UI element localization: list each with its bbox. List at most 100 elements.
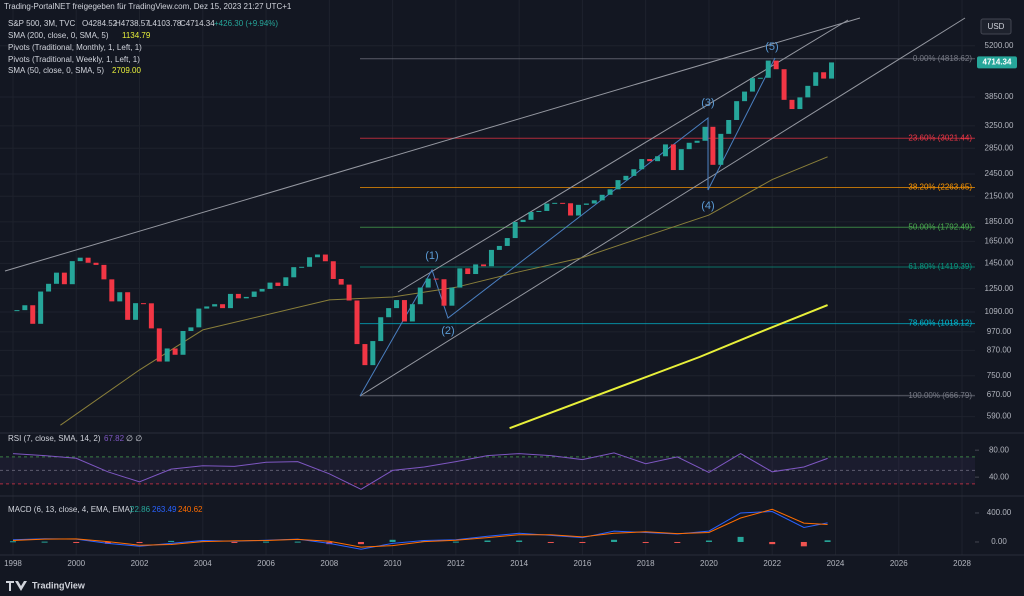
candle xyxy=(449,287,455,306)
histogram-bar xyxy=(294,541,301,543)
histogram-bar xyxy=(769,541,776,545)
y-tick-label: 5200.00 xyxy=(985,41,1014,50)
candle xyxy=(354,300,360,345)
histogram-bar xyxy=(800,541,807,547)
candle xyxy=(481,264,487,267)
candle xyxy=(85,257,91,263)
candle xyxy=(417,287,423,305)
candle xyxy=(670,144,676,171)
candle xyxy=(591,200,597,204)
candle xyxy=(552,202,558,204)
brand-logo[interactable] xyxy=(6,581,27,591)
symbol: S&P 500, 3M, TVC xyxy=(8,19,76,28)
brand[interactable]: TradingView xyxy=(32,580,86,590)
candle xyxy=(386,308,392,318)
candle xyxy=(568,203,574,216)
y-tick-label: 3250.00 xyxy=(985,121,1014,130)
candle xyxy=(220,304,226,309)
wave-label: (2) xyxy=(441,325,454,337)
candle xyxy=(560,202,566,204)
candle xyxy=(607,189,613,195)
histogram-bar xyxy=(231,541,238,543)
price-axis xyxy=(975,0,1024,574)
candle xyxy=(520,219,526,223)
y-tick-label: 400.00 xyxy=(987,508,1012,517)
x-tick-label: 2010 xyxy=(384,559,402,568)
candle xyxy=(710,126,716,165)
candle xyxy=(639,159,645,170)
x-tick-label: 2014 xyxy=(510,559,528,568)
indicator-name: Pivots (Traditional, Monthly, 1, Left, 1… xyxy=(8,43,142,52)
histogram-bar xyxy=(452,541,459,543)
wave-labels: (1) (2) (3) (4) (5) xyxy=(425,41,778,337)
candle xyxy=(53,272,59,284)
candle xyxy=(694,140,700,143)
candle xyxy=(789,99,795,110)
candle xyxy=(631,169,637,176)
candle xyxy=(14,310,20,312)
candle xyxy=(512,222,518,239)
candle xyxy=(544,203,550,211)
histogram-bar xyxy=(389,539,396,542)
candle xyxy=(370,341,376,366)
y-tick-label: 590.00 xyxy=(987,412,1012,421)
wave-label: (1) xyxy=(425,250,438,262)
histogram-bar xyxy=(9,541,16,543)
fib-label: 38.20% (2263.65) xyxy=(908,183,972,192)
candle xyxy=(38,291,44,324)
candle xyxy=(235,293,241,299)
histogram-bar xyxy=(642,541,649,543)
candle xyxy=(101,264,107,280)
x-tick-label: 2012 xyxy=(447,559,465,568)
candle xyxy=(488,249,494,267)
candle xyxy=(69,261,75,285)
wave-label: (4) xyxy=(701,200,714,212)
channel-lower xyxy=(359,17,966,397)
candle xyxy=(686,142,692,150)
candle xyxy=(212,304,218,307)
candle xyxy=(307,257,313,267)
y-tick-label: 2150.00 xyxy=(985,191,1014,200)
candle xyxy=(457,268,463,288)
y-tick-label: 1850.00 xyxy=(985,217,1014,226)
candle xyxy=(61,272,67,285)
y-tick-label: 1090.00 xyxy=(985,307,1014,316)
candle xyxy=(647,159,653,162)
price-badge xyxy=(977,56,1017,69)
candle xyxy=(678,149,684,171)
candle xyxy=(749,78,755,92)
currency: USD xyxy=(988,22,1005,31)
x-tick-label: 2006 xyxy=(257,559,275,568)
candle xyxy=(362,344,368,366)
candle xyxy=(623,175,629,181)
candle xyxy=(662,144,668,157)
candle xyxy=(599,194,605,201)
x-tick-label: 2020 xyxy=(700,559,718,568)
fib-label: 78.60% (1018.12) xyxy=(908,319,972,328)
x-tick-label: 2004 xyxy=(194,559,212,568)
candle xyxy=(291,267,297,278)
rsi-band xyxy=(0,456,975,484)
candle xyxy=(401,300,407,322)
candle xyxy=(496,245,502,250)
candle xyxy=(133,303,139,320)
candle xyxy=(813,72,819,86)
currency-box[interactable] xyxy=(980,18,1012,35)
candle xyxy=(433,278,439,280)
candle xyxy=(781,69,787,100)
candle xyxy=(797,97,803,110)
macd-title: MACD (6, 13, close, 4, EMA, EMA) xyxy=(8,505,133,514)
candle xyxy=(204,306,210,309)
x-tick-label: 1998 xyxy=(4,559,22,568)
trendline xyxy=(4,17,861,272)
candle xyxy=(259,288,265,292)
sma-line xyxy=(60,156,828,426)
channel-upper xyxy=(397,19,849,293)
quote-low: L4103.78 xyxy=(148,19,182,28)
fib-label: 23.60% (3021.44) xyxy=(908,133,972,142)
candle xyxy=(702,126,708,141)
macd-line xyxy=(12,508,828,548)
indicator-value: 2709.00 xyxy=(112,66,141,75)
y-tick-label: 1650.00 xyxy=(985,236,1014,245)
